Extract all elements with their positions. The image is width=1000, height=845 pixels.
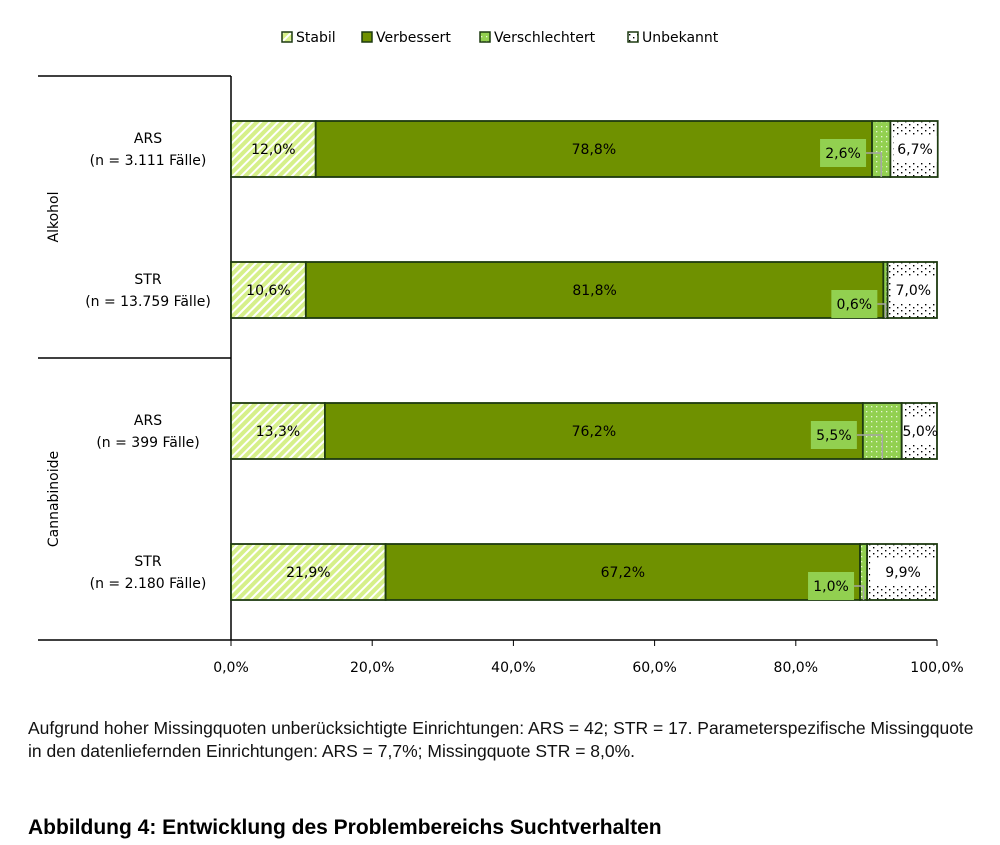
row-n-label: (n = 2.180 Fälle) [90, 576, 207, 592]
data-label-stabil: 12,0% [251, 142, 295, 158]
data-label-verschlechtert: 0,6% [837, 297, 873, 313]
group-label-cannabinoide: Cannabinoide [46, 451, 62, 547]
row-n-label: (n = 13.759 Fälle) [85, 294, 211, 310]
x-tick-label: 80,0% [774, 660, 818, 676]
x-tick-label: 100,0% [910, 660, 963, 676]
bar-segment-verbessert [384, 543, 861, 601]
data-label-verbessert: 81,8% [572, 283, 616, 299]
group-label-alkohol: Alkohol [46, 192, 62, 243]
row-label: STR [134, 554, 161, 570]
x-tick-label: 40,0% [491, 660, 535, 676]
data-label-unbekannt: 9,9% [885, 565, 921, 581]
leader-line [856, 434, 884, 459]
data-label-bg-unbekannt [904, 418, 936, 444]
data-label-bg-unbekannt [870, 559, 936, 585]
figure-title: Abbildung 4: Entwicklung des Problembere… [28, 816, 662, 839]
footnote: Aufgrund hoher Missingquoten unberücksic… [28, 718, 974, 761]
legend-swatch-verbessert [361, 31, 373, 43]
data-label-unbekannt: 7,0% [896, 283, 932, 299]
leader-line [854, 585, 865, 600]
legend-label-verbessert: Verbessert [376, 30, 451, 46]
x-tick-label: 20,0% [350, 660, 394, 676]
data-label-unbekannt: 6,7% [897, 142, 933, 158]
x-tick-label: 0,0% [213, 660, 249, 676]
bar-segment-stabil [230, 543, 387, 601]
legend-swatch-stabil [281, 31, 293, 43]
row-label: ARS [134, 413, 162, 429]
data-label-verbessert: 78,8% [572, 142, 616, 158]
bar-segment-verbessert [323, 402, 864, 460]
data-label-box-verschlechtert [810, 421, 857, 449]
data-label-verbessert: 76,2% [572, 424, 616, 440]
legend-label-stabil: Stabil [296, 30, 336, 46]
row-label: STR [134, 272, 161, 288]
data-label-box-verschlechtert [831, 290, 878, 318]
bar-segment-verbessert [314, 120, 873, 178]
data-label-stabil: 21,9% [286, 565, 330, 581]
data-label-verschlechtert: 5,5% [816, 428, 852, 444]
leader-line [877, 303, 887, 318]
data-label-bg-unbekannt [890, 277, 936, 303]
data-label-bg-unbekannt [893, 136, 937, 162]
row-label: ARS [134, 131, 162, 147]
data-label-verschlechtert: 1,0% [813, 579, 849, 595]
legend-swatch-verschlechtert [479, 31, 491, 43]
legend-label-verschlechtert: Verschlechtert [494, 30, 596, 46]
x-tick-label: 60,0% [632, 660, 676, 676]
data-label-stabil: 13,3% [256, 424, 300, 440]
data-label-verbessert: 67,2% [601, 565, 645, 581]
stacked-bar-chart: Stabil Verbessert Verschlechtert Unbekannt 0… [38, 30, 964, 676]
data-label-stabil: 10,6% [246, 283, 290, 299]
legend-label-unbekannt: Unbekannt [642, 30, 719, 46]
row-n-label: (n = 3.111 Fälle) [90, 153, 207, 169]
data-label-box-verschlechtert [820, 139, 867, 167]
data-label-unbekannt: 5,0% [903, 424, 939, 440]
data-label-box-verschlechtert [808, 572, 855, 600]
data-label-verschlechtert: 2,6% [825, 146, 861, 162]
legend-swatch-unbekannt [627, 31, 639, 43]
leader-line [866, 152, 882, 177]
row-n-label: (n = 399 Fälle) [96, 435, 199, 451]
